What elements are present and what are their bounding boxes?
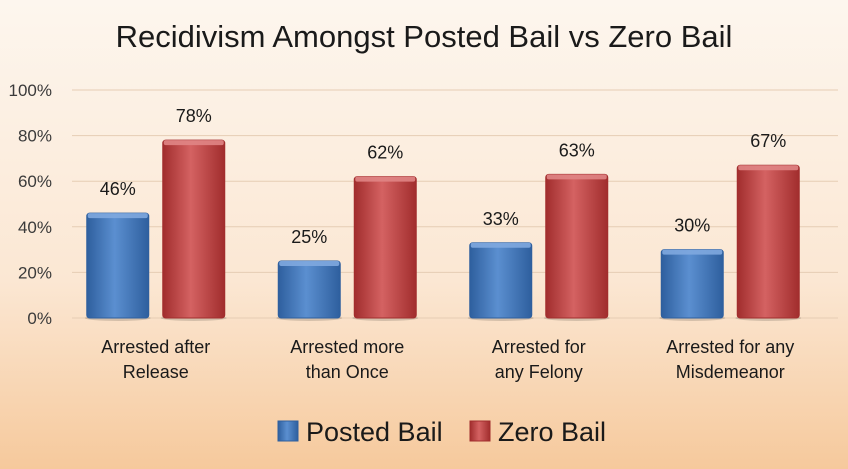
legend-swatch xyxy=(277,420,299,442)
y-tick-label: 0% xyxy=(27,309,52,328)
legend: Posted Bail Zero Bail xyxy=(277,417,606,447)
chart-title: Recidivism Amongst Posted Bail vs Zero B… xyxy=(116,19,733,54)
y-tick-label: 60% xyxy=(18,172,52,191)
legend-swatch xyxy=(469,420,491,442)
bar-posted-bail xyxy=(86,212,150,319)
bar-top-highlight xyxy=(738,165,799,171)
bar-top-highlight xyxy=(470,242,531,248)
category-label: Release xyxy=(123,362,189,382)
bar-top-highlight xyxy=(546,174,607,180)
category-label: Misdemeanor xyxy=(676,362,785,382)
data-label: 25% xyxy=(291,227,327,247)
bar-zero-bail xyxy=(545,173,609,319)
bar-top-highlight xyxy=(355,176,416,182)
bar-zero-bail xyxy=(162,139,226,319)
y-axis-ticks: 0% 20% 40% 60% 80% 100% xyxy=(9,81,52,328)
y-tick-label: 40% xyxy=(18,218,52,237)
y-tick-label: 100% xyxy=(9,81,52,100)
y-tick-label: 20% xyxy=(18,263,52,282)
bar-top-highlight xyxy=(662,249,723,255)
data-label: 67% xyxy=(750,131,786,151)
data-label: 46% xyxy=(100,179,136,199)
data-label: 78% xyxy=(176,106,212,126)
category-labels: Arrested after Release Arrested more than O… xyxy=(101,337,794,382)
category-label: Arrested for xyxy=(492,337,586,357)
bar-posted-bail xyxy=(660,249,724,319)
bar-zero-bail xyxy=(353,176,417,319)
bars xyxy=(84,139,802,321)
bar-top-highlight xyxy=(163,140,224,146)
bar-top-highlight xyxy=(87,213,148,219)
category-label: Arrested more xyxy=(290,337,404,357)
legend-label: Posted Bail xyxy=(306,417,443,447)
data-label: 62% xyxy=(367,143,403,163)
category-label: Arrested after xyxy=(101,337,210,357)
bar-posted-bail xyxy=(277,260,341,319)
bar-zero-bail xyxy=(736,164,800,319)
bar-top-highlight xyxy=(279,261,340,266)
category-label: any Felony xyxy=(495,362,583,382)
category-label: than Once xyxy=(306,362,389,382)
data-label: 33% xyxy=(483,209,519,229)
data-label: 63% xyxy=(559,140,595,160)
legend-label: Zero Bail xyxy=(498,417,606,447)
data-label: 30% xyxy=(674,216,710,236)
y-tick-label: 80% xyxy=(18,127,52,146)
data-labels: 46% 78% 25% 62% 33% 63% 30% 67% xyxy=(100,106,787,247)
category-label: Arrested for any xyxy=(666,337,794,357)
bar-posted-bail xyxy=(469,242,533,319)
